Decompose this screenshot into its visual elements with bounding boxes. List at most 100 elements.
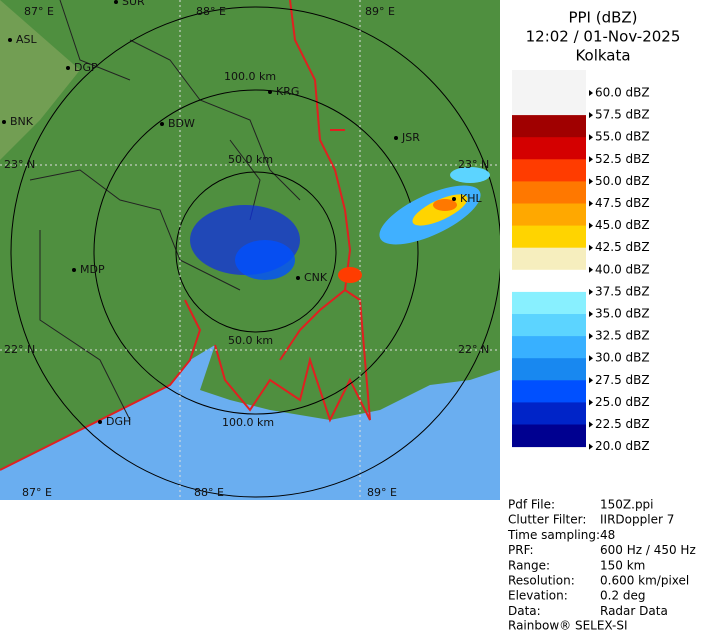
place-label: MDP — [80, 263, 105, 276]
legend-label: 57.5 dBZ — [595, 108, 650, 122]
place-dot — [394, 136, 398, 140]
info-key: Resolution: — [508, 574, 575, 588]
legend-arrow — [589, 443, 593, 450]
legend-arrow — [589, 355, 593, 362]
range-label: 100.0 km — [222, 416, 274, 429]
legend-label: 40.0 dBZ — [595, 262, 650, 276]
info-value: IIRDoppler 7 — [600, 513, 674, 527]
legend-label: 45.0 dBZ — [595, 218, 650, 232]
place-dot — [98, 420, 102, 424]
range-label: 100.0 km — [224, 70, 276, 83]
info-key: PRF: — [508, 543, 534, 557]
legend-label: 42.5 dBZ — [595, 240, 650, 254]
place-label: BDW — [168, 117, 195, 130]
info-key: Range: — [508, 558, 550, 572]
legend-swatch — [512, 137, 586, 160]
location: Kolkata — [575, 47, 630, 65]
info-value: 150 km — [600, 558, 645, 572]
info-value: Radar Data — [600, 604, 668, 618]
place-label: KHL — [460, 192, 482, 205]
place-dot — [452, 197, 456, 201]
legend-swatch — [512, 93, 586, 116]
info-footer: Rainbow® SELEX-SI — [508, 619, 628, 633]
place-dot — [268, 90, 272, 94]
legend-arrow — [589, 333, 593, 340]
info-value: 0.600 km/pixel — [600, 574, 689, 588]
place-dot — [72, 268, 76, 272]
border — [0, 0, 371, 471]
place-label: DGH — [106, 415, 131, 428]
place-label: KRG — [276, 85, 299, 98]
legend: 60.0 dBZ 57.5 dBZ 55.0 dBZ 52.5 dBZ 50.0 dBZ… — [512, 70, 650, 453]
info-value: 0.2 deg — [600, 589, 646, 603]
terrain — [0, 0, 80, 160]
legend-swatch — [512, 181, 586, 204]
legend-swatch — [512, 203, 586, 227]
range-label: 50.0 km — [228, 153, 273, 166]
place-label: ASL — [16, 33, 38, 46]
grid-label: 89° E — [367, 486, 397, 499]
legend-swatch — [512, 336, 586, 359]
legend-swatch — [512, 380, 586, 403]
place-label: DGP — [74, 61, 98, 74]
legend-swatch — [512, 225, 586, 249]
place-label: CNK — [304, 271, 328, 284]
place-dot — [114, 0, 118, 4]
place-label: SUR — [122, 0, 145, 8]
grid-label: 88° E — [196, 5, 226, 18]
place-dot — [66, 66, 70, 70]
legend-swatch — [512, 247, 586, 271]
district-lines — [29, 0, 301, 421]
legend-arrow — [589, 90, 593, 96]
place-dot — [2, 120, 6, 124]
legend-swatch — [512, 159, 586, 182]
grid-label: 88° E — [194, 486, 224, 499]
legend-arrow — [589, 421, 593, 428]
legend-label: 47.5 dBZ — [595, 196, 650, 210]
info-value: 48 — [600, 528, 615, 542]
legend-arrow — [589, 244, 593, 251]
grid-label: 89° E — [365, 5, 395, 18]
legend-label: 27.5 dBZ — [595, 373, 650, 387]
grid-label: 87° E — [22, 486, 52, 499]
place-dot — [296, 276, 300, 280]
info-value: 600 Hz / 450 Hz — [600, 543, 696, 557]
title: PPI (dBZ) — [568, 9, 637, 27]
legend-swatch — [512, 402, 586, 425]
sea — [0, 345, 500, 500]
legend-arrow — [589, 266, 593, 273]
legend-label: 30.0 dBZ — [595, 351, 650, 365]
legend-swatch — [512, 269, 586, 293]
legend-label: 60.0 dBZ — [595, 86, 650, 100]
legend-swatch — [512, 358, 586, 381]
legend-arrow — [589, 156, 593, 163]
legend-arrow — [589, 311, 593, 317]
legend-swatch — [512, 115, 586, 138]
legend-swatch — [512, 314, 586, 337]
place-dot — [160, 122, 164, 126]
legend-label: 37.5 dBZ — [595, 284, 650, 298]
info-value: 150Z.ppi — [600, 498, 654, 512]
legend-arrow — [589, 288, 593, 295]
range-label: 50.0 km — [228, 334, 273, 347]
grid-label: 22° N — [458, 343, 489, 356]
place-label: JSR — [401, 131, 420, 144]
legend-arrow — [589, 112, 593, 119]
info-key: Data: — [508, 604, 541, 618]
legend-label: 32.5 dBZ — [595, 329, 650, 343]
legend-label: 55.0 dBZ — [595, 130, 650, 144]
info-key: Time sampling: — [507, 528, 600, 542]
grid-label: 23° N — [458, 158, 489, 171]
legend-arrow — [589, 399, 593, 406]
grid-label: 23° N — [4, 158, 35, 171]
legend-label: 50.0 dBZ — [595, 174, 650, 188]
legend-arrow — [589, 134, 593, 141]
grid-label: 22° N — [4, 343, 35, 356]
info-panel: Pdf File: 150Z.ppi Clutter Filter: IIRDoppl… — [507, 498, 696, 633]
time: 12:02 / 01-Nov-2025 — [526, 28, 681, 46]
legend-arrow — [589, 200, 593, 207]
legend-label: 35.0 dBZ — [595, 307, 650, 321]
legend-label: 52.5 dBZ — [595, 152, 650, 166]
legend-label: 22.5 dBZ — [595, 417, 650, 431]
